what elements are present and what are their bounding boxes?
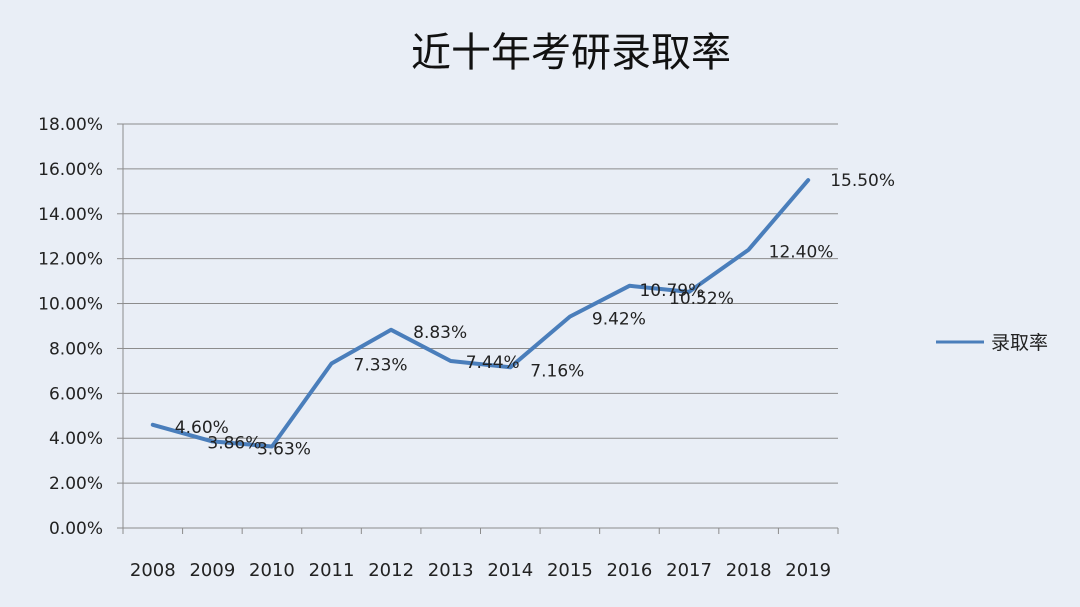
y-tick-label: 16.00% <box>38 160 103 180</box>
y-tick-label: 8.00% <box>49 339 103 359</box>
x-tick-label: 2008 <box>130 560 176 581</box>
y-tick-label: 18.00% <box>38 115 103 135</box>
axes <box>117 123 839 534</box>
y-tick-label: 12.00% <box>38 250 103 270</box>
y-tick-label: 2.00% <box>49 474 103 494</box>
x-tick-label: 2014 <box>487 560 533 581</box>
data-label: 4.60% <box>175 418 229 438</box>
x-tick-label: 2011 <box>309 560 355 581</box>
data-label: 7.16% <box>530 361 584 381</box>
data-label: 7.44% <box>466 353 520 373</box>
gridlines <box>123 123 838 529</box>
y-tick-label: 10.00% <box>38 295 103 315</box>
x-tick-label: 2018 <box>726 560 772 581</box>
data-label: 3.63% <box>257 440 311 460</box>
data-label: 8.83% <box>413 323 467 343</box>
y-tick-labels: 0.00% 2.00% 4.00% 6.00% 8.00% 10.00% 12.00% 14.… <box>38 115 103 539</box>
legend-label: 录取率 <box>991 332 1048 354</box>
series-line <box>150 178 811 449</box>
y-tick-label: 6.00% <box>49 384 103 404</box>
y-tick-label: 0.00% <box>49 519 103 539</box>
x-tick-labels: 2008 2009 2010 2011 2012 2013 2014 2015 2016 2017… <box>130 560 831 581</box>
data-labels: 4.60%3.86%3.63% 7.33%8.83% 7.44% 7.16% 9.42%… <box>175 171 895 459</box>
data-label: 10.79% <box>639 281 704 301</box>
data-label: 7.33% <box>354 355 408 375</box>
data-label: 15.50% <box>830 171 895 191</box>
x-tick-label: 2010 <box>249 560 295 581</box>
data-label: 9.42% <box>592 310 646 330</box>
data-label: 12.40% <box>769 243 834 263</box>
series-layer <box>150 178 811 449</box>
x-tick-label: 2012 <box>368 560 414 581</box>
chart-title: 近十年考研录取率 <box>411 30 731 76</box>
y-tick-label: 14.00% <box>38 205 103 225</box>
x-tick-label: 2013 <box>428 560 474 581</box>
x-tick-label: 2019 <box>785 560 831 581</box>
x-tick-label: 2009 <box>189 560 235 581</box>
data-label: 3.86% <box>207 433 261 453</box>
data-label: 10.52% <box>669 289 734 309</box>
x-tick-label: 2015 <box>547 560 593 581</box>
x-tick-label: 2017 <box>666 560 712 581</box>
legend: 录取率 <box>936 332 1048 354</box>
y-tick-label: 4.00% <box>49 429 103 449</box>
x-tick-label: 2016 <box>607 560 653 581</box>
